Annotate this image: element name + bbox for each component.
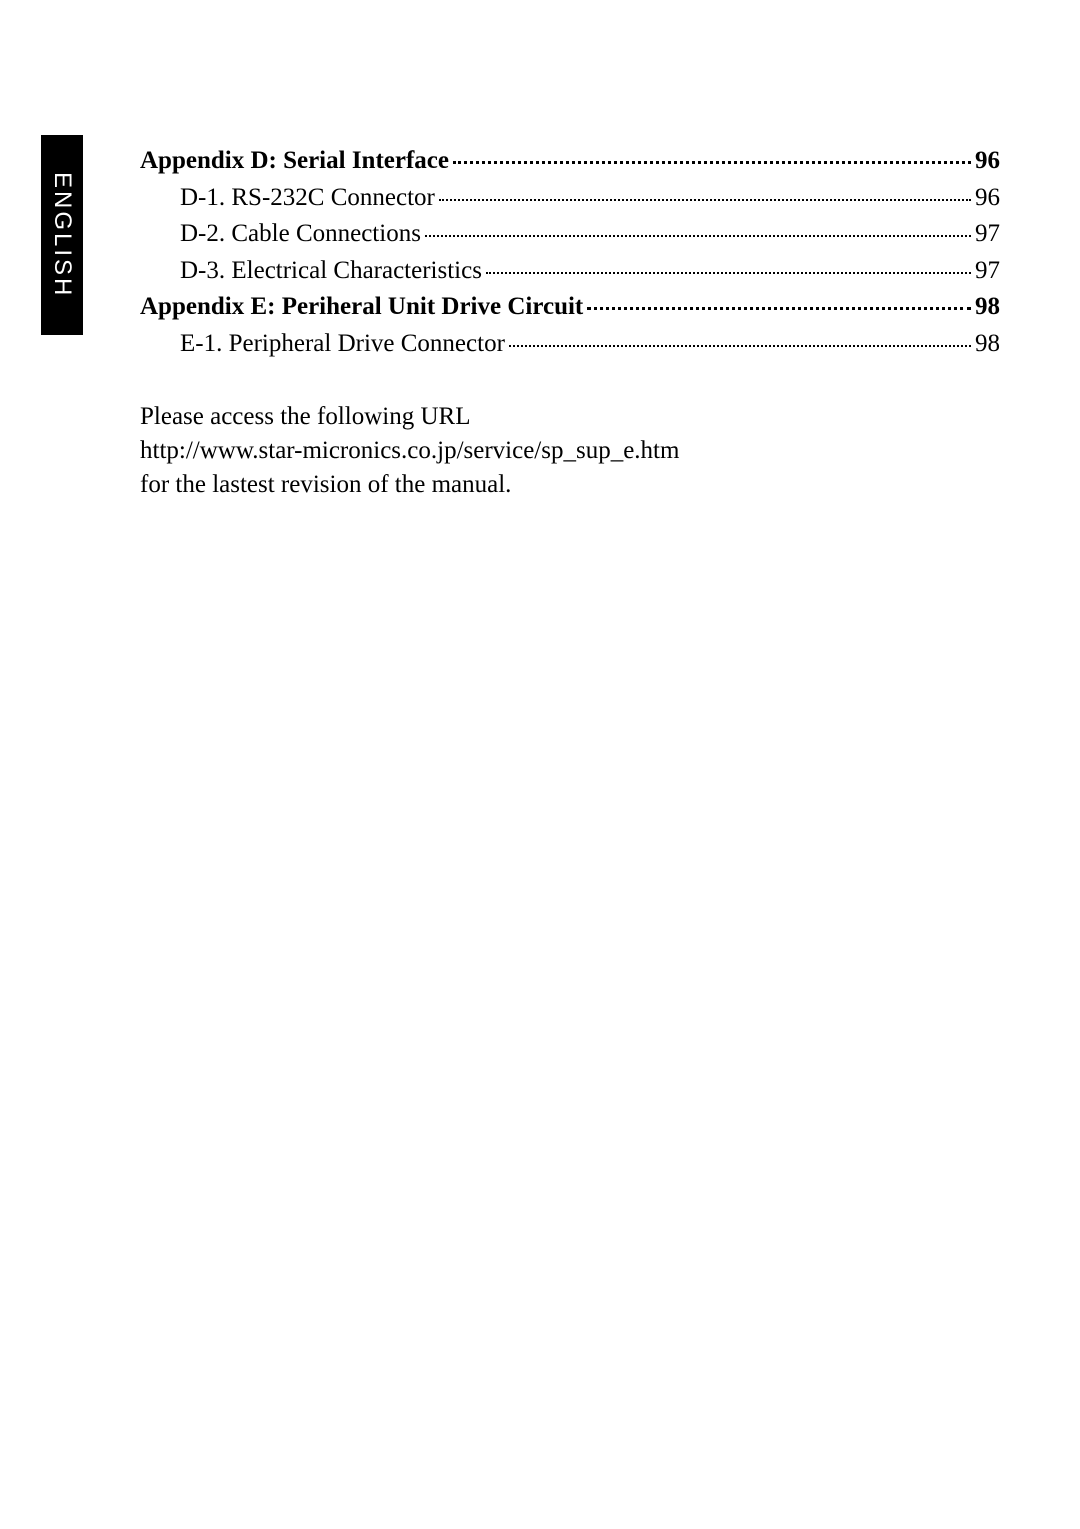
toc-appendix-e: Appendix E: Periheral Unit Drive Circuit… xyxy=(140,291,1000,324)
toc-leader-dots xyxy=(509,345,971,347)
toc-sub-title: D-3. Electrical Characteristics xyxy=(180,255,482,288)
toc-leader-dots xyxy=(439,199,971,201)
language-label: ENGLISH xyxy=(48,172,76,298)
toc-leader-dots xyxy=(486,272,971,274)
toc-sub-title: D-1. RS-232C Connector xyxy=(180,182,435,215)
body-paragraph: Please access the following URL http://w… xyxy=(140,400,1000,501)
toc-leader-dots xyxy=(425,235,971,237)
toc-page-number: 98 xyxy=(975,328,1000,361)
toc-subitem: D-3. Electrical Characteristics 97 xyxy=(140,255,1000,288)
toc-leader-dots xyxy=(587,307,971,310)
toc-page-number: 96 xyxy=(975,145,1000,178)
toc-sub-title: E-1. Peripheral Drive Connector xyxy=(180,328,505,361)
page-content: Appendix D: Serial Interface 96 D-1. RS-… xyxy=(140,145,1000,501)
toc-sub-title: D-2. Cable Connections xyxy=(180,218,421,251)
toc-page-number: 97 xyxy=(975,255,1000,288)
body-line: for the lastest revision of the manual. xyxy=(140,468,1000,502)
toc-page-number: 98 xyxy=(975,291,1000,324)
toc-page-number: 97 xyxy=(975,218,1000,251)
toc-subitem: D-2. Cable Connections 97 xyxy=(140,218,1000,251)
toc-title: Appendix E: Periheral Unit Drive Circuit xyxy=(140,291,583,324)
toc-page-number: 96 xyxy=(975,182,1000,215)
language-tab: ENGLISH xyxy=(41,135,83,335)
toc-subitem: D-1. RS-232C Connector 96 xyxy=(140,182,1000,215)
toc-subitem: E-1. Peripheral Drive Connector 98 xyxy=(140,328,1000,361)
toc-leader-dots xyxy=(453,161,971,164)
body-url: http://www.star-micronics.co.jp/service/… xyxy=(140,434,1000,468)
body-line: Please access the following URL xyxy=(140,400,1000,434)
toc-title: Appendix D: Serial Interface xyxy=(140,145,449,178)
toc-appendix-d: Appendix D: Serial Interface 96 xyxy=(140,145,1000,178)
